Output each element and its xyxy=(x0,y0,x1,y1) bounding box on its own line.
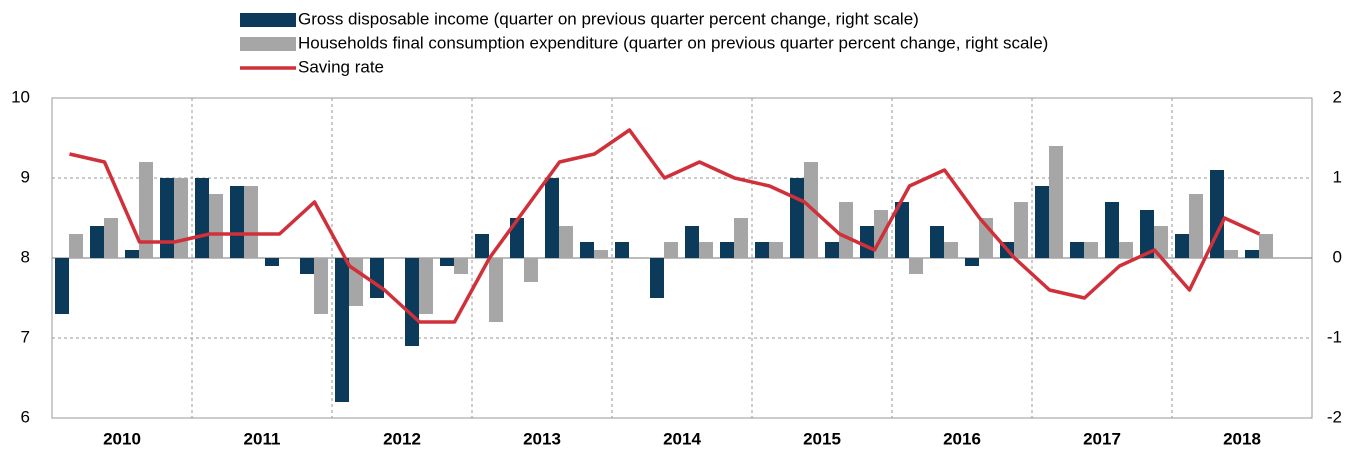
legend-swatch xyxy=(240,37,296,51)
bar xyxy=(244,186,258,258)
bar xyxy=(755,242,769,258)
x-tick-label: 2018 xyxy=(1223,429,1261,448)
bar xyxy=(860,226,874,258)
legend-swatch xyxy=(240,13,296,27)
y2-tick-label: 1 xyxy=(1333,167,1342,186)
x-tick-label: 2016 xyxy=(943,429,981,448)
bar xyxy=(405,258,419,346)
bar xyxy=(125,250,139,258)
bar xyxy=(839,202,853,258)
bar xyxy=(769,242,783,258)
legend-label: Gross disposable income (quarter on prev… xyxy=(298,9,919,28)
bar xyxy=(510,218,524,258)
x-tick-label: 2011 xyxy=(244,429,281,448)
bar xyxy=(545,178,559,258)
bar xyxy=(335,258,349,402)
bar xyxy=(965,258,979,266)
x-tick-label: 2014 xyxy=(663,429,701,448)
bar xyxy=(1014,202,1028,258)
bar xyxy=(440,258,454,266)
bar xyxy=(419,258,433,314)
y-tick-label: 6 xyxy=(21,407,30,426)
bar xyxy=(160,178,174,258)
bar xyxy=(1189,194,1203,258)
bar xyxy=(930,226,944,258)
bar xyxy=(650,258,664,298)
bar xyxy=(1105,202,1119,258)
bar xyxy=(230,186,244,258)
bar xyxy=(139,162,153,258)
bar xyxy=(69,234,83,258)
bar xyxy=(1210,170,1224,258)
bar xyxy=(300,258,314,274)
bar xyxy=(370,258,384,298)
y-tick-label: 9 xyxy=(21,167,30,186)
legend-label: Saving rate xyxy=(298,57,384,76)
y-tick-label: 8 xyxy=(21,247,30,266)
bar xyxy=(1175,234,1189,258)
x-tick-label: 2015 xyxy=(803,429,841,448)
bar xyxy=(699,242,713,258)
y-tick-label: 7 xyxy=(21,327,30,346)
bar xyxy=(475,234,489,258)
bar xyxy=(874,210,888,258)
bar xyxy=(825,242,839,258)
bar xyxy=(594,250,608,258)
bar xyxy=(720,242,734,258)
bar xyxy=(664,242,678,258)
legend-label: Households final consumption expenditure… xyxy=(298,33,1048,52)
bar xyxy=(1084,242,1098,258)
bar xyxy=(1049,146,1063,258)
bar xyxy=(1245,250,1259,258)
bar xyxy=(55,258,69,314)
y2-tick-label: 2 xyxy=(1333,87,1342,106)
bar xyxy=(104,218,118,258)
x-tick-label: 2012 xyxy=(383,429,421,448)
x-tick-label: 2017 xyxy=(1083,429,1121,448)
bar xyxy=(209,194,223,258)
bar xyxy=(1140,210,1154,258)
bar xyxy=(734,218,748,258)
bar xyxy=(90,226,104,258)
bar xyxy=(1259,234,1273,258)
bar xyxy=(1224,250,1238,258)
bar xyxy=(790,178,804,258)
bar xyxy=(615,242,629,258)
bar xyxy=(524,258,538,282)
bar xyxy=(265,258,279,266)
y2-tick-label: -1 xyxy=(1327,327,1342,346)
bar xyxy=(1070,242,1084,258)
bar xyxy=(1035,186,1049,258)
bar xyxy=(944,242,958,258)
bar xyxy=(895,202,909,258)
bar xyxy=(489,258,503,322)
bar xyxy=(1119,242,1133,258)
bar xyxy=(685,226,699,258)
bar xyxy=(174,178,188,258)
bar xyxy=(454,258,468,274)
x-tick-label: 2013 xyxy=(523,429,561,448)
line xyxy=(69,128,1261,324)
y2-tick-label: -2 xyxy=(1327,407,1342,426)
y-tick-label: 10 xyxy=(11,87,30,106)
bar xyxy=(195,178,209,258)
bar xyxy=(559,226,573,258)
y2-tick-label: 0 xyxy=(1333,247,1342,266)
bar xyxy=(1154,226,1168,258)
x-tick-label: 2010 xyxy=(103,429,141,448)
bar xyxy=(580,242,594,258)
bar xyxy=(909,258,923,274)
bar xyxy=(314,258,328,314)
